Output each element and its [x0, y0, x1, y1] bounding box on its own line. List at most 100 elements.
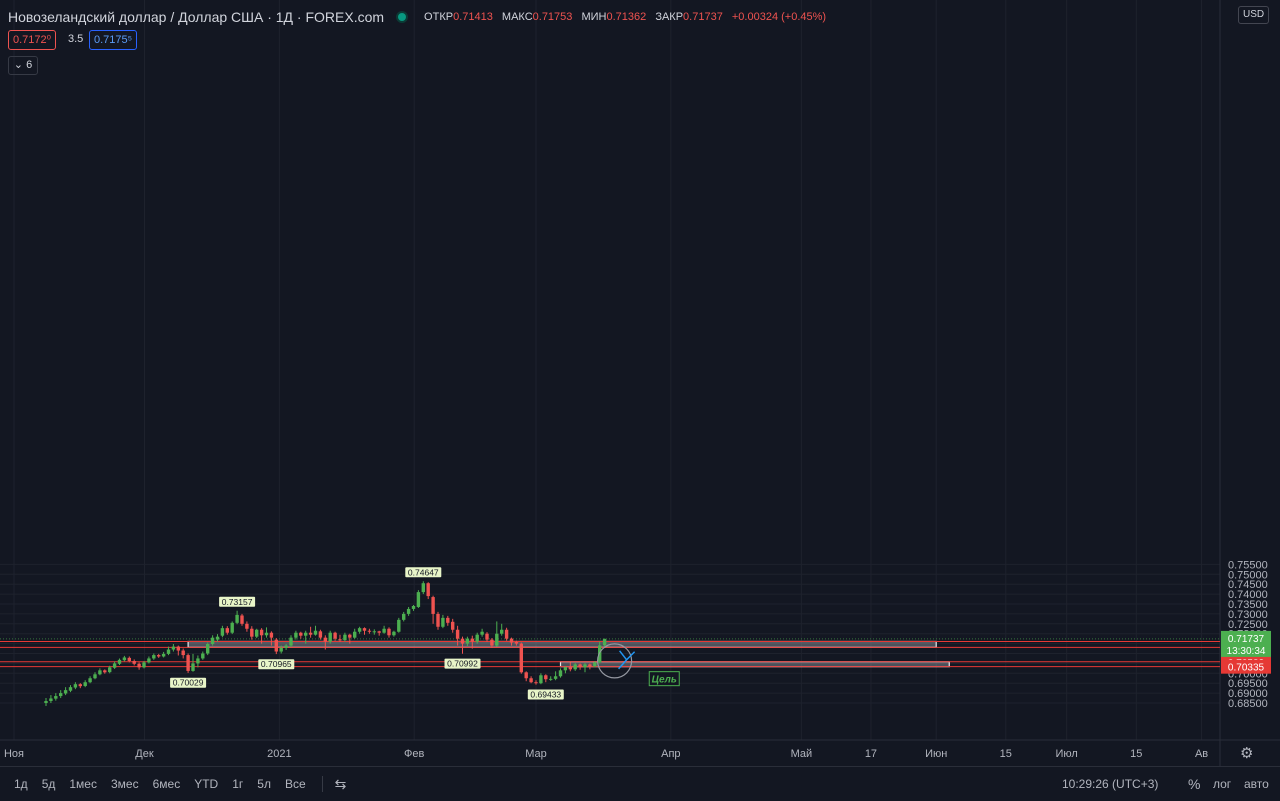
price-axis-label: 0.73000	[1228, 609, 1268, 621]
candle-down	[377, 631, 381, 633]
candle-up	[421, 583, 425, 593]
close-value: 0.71737	[683, 11, 723, 23]
timeframe-1d[interactable]: 1д	[14, 777, 28, 791]
gear-icon[interactable]: ⚙	[1240, 745, 1254, 762]
time-axis-label: Июл	[1056, 748, 1078, 760]
candle-down	[308, 632, 313, 635]
timeframe-3m[interactable]: 3мес	[110, 777, 139, 791]
candle-up	[495, 633, 499, 646]
candle-down	[186, 655, 190, 671]
currency-button[interactable]: USD	[1238, 6, 1270, 24]
candle-down	[519, 643, 523, 673]
candle-down	[460, 638, 465, 644]
symbol-title[interactable]: Новозеландский доллар / Доллар США · 1Д …	[8, 9, 385, 25]
high-low-marker-label: 0.69433	[530, 690, 561, 700]
candle-down	[299, 632, 303, 636]
candle-up	[304, 632, 308, 636]
candle-up	[593, 662, 597, 667]
high-low-marker-box	[527, 689, 564, 700]
candle-down	[426, 583, 430, 597]
target-label-box[interactable]	[648, 671, 680, 687]
candle-up	[88, 678, 92, 683]
time-axis-label: Ав	[1195, 748, 1208, 760]
candle-down	[240, 615, 244, 624]
auto-scale-toggle[interactable]: авто	[1244, 777, 1269, 791]
timeframe-5y[interactable]: 5л	[257, 777, 271, 791]
time-axis-label: Ноя	[4, 748, 24, 760]
chart-header: Новозеландский доллар / Доллар США · 1Д …	[8, 8, 826, 26]
timeframe-all[interactable]: Все	[284, 777, 306, 791]
candle-up	[68, 687, 73, 691]
price-axis-label: 0.74000	[1228, 589, 1268, 601]
candle-down	[338, 639, 342, 641]
candle-down	[485, 633, 489, 640]
candle-up	[583, 664, 587, 668]
candle-up	[558, 670, 563, 677]
high-value: 0.71753	[532, 11, 573, 23]
candle-up	[313, 630, 318, 635]
spread-value: 3.5	[68, 33, 84, 45]
open-label: ОТКР	[424, 11, 454, 23]
low-label: МИН	[581, 11, 607, 23]
close-label: ЗАКР	[655, 11, 684, 23]
candle-up	[152, 655, 156, 659]
candle-down	[323, 637, 327, 642]
candle-down	[588, 664, 592, 667]
candle-down	[103, 670, 107, 673]
price-axis-label: 0.74500	[1228, 579, 1268, 591]
time-axis-label: 15	[1130, 748, 1142, 760]
zone-rectangle[interactable]	[187, 640, 937, 648]
time-axis-label: Апр	[661, 748, 680, 760]
candle-down	[568, 667, 572, 670]
timeframe-5d[interactable]: 5д	[41, 777, 56, 791]
time-axis-label: 2021	[267, 748, 291, 760]
candle-up	[117, 659, 122, 664]
candle-down	[132, 661, 136, 664]
high-low-marker-box	[405, 567, 442, 578]
candle-up	[93, 674, 97, 679]
candle-down	[137, 663, 141, 668]
candle-up	[210, 637, 215, 644]
circle-drawing[interactable]	[596, 643, 633, 679]
candle-down	[181, 650, 185, 656]
candle-down	[367, 630, 372, 632]
candle-up	[44, 701, 48, 703]
candle-up	[553, 676, 558, 679]
timeframe-1y[interactable]: 1г	[232, 777, 244, 791]
indicators-toggle-button[interactable]: ⌄ 6	[8, 56, 38, 75]
price-axis-label: 0.68500	[1228, 698, 1268, 710]
candle-down	[529, 678, 533, 683]
candle-up	[59, 693, 63, 697]
price-axis-label: 0.75500	[1228, 559, 1268, 571]
arrow-head-icon	[619, 650, 636, 661]
clock-time[interactable]: 10:29:26 (UTC+3)	[1062, 777, 1159, 791]
candle-down	[333, 632, 337, 639]
high-label: МАКС	[501, 11, 533, 23]
timeframe-1m[interactable]: 1мес	[69, 777, 97, 791]
arrow-drawing[interactable]	[618, 659, 628, 670]
last-price-tag	[1221, 630, 1271, 657]
price-axis-label: 0.72500	[1228, 619, 1268, 631]
timeframe-ytd[interactable]: YTD	[194, 777, 219, 791]
time-axis-label: Май	[791, 748, 813, 760]
buy-price-button[interactable]: 0.7175⁵	[89, 30, 138, 50]
timeframe-6m[interactable]: 6мес	[152, 777, 181, 791]
candle-up	[54, 696, 58, 699]
percent-scale-toggle[interactable]: %	[1188, 776, 1201, 792]
compare-range-icon[interactable]: ⇆	[334, 775, 347, 792]
candle-up	[284, 645, 288, 648]
candle-down	[259, 629, 264, 636]
sell-price-button[interactable]: 0.7172⁰	[8, 30, 57, 50]
log-scale-toggle[interactable]: лог	[1213, 777, 1232, 791]
zone-rectangle[interactable]	[559, 661, 950, 668]
candle-down	[250, 628, 254, 637]
candle-down	[504, 629, 509, 639]
candle-up	[392, 631, 396, 636]
candle-down	[362, 628, 367, 631]
high-low-marker-box	[219, 596, 256, 607]
candle-down	[387, 628, 391, 636]
candle-down	[274, 639, 278, 652]
indicators-count: 6	[26, 59, 33, 71]
candle-up	[122, 657, 127, 661]
